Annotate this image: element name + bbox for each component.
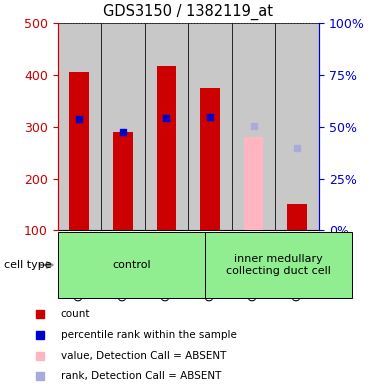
Bar (205, 232, 352, 298)
Bar (200, 88, 220, 230)
Bar (113, 132, 133, 230)
Text: control: control (112, 260, 151, 270)
FancyBboxPatch shape (145, 23, 188, 230)
FancyBboxPatch shape (188, 23, 232, 230)
Text: cell type: cell type (4, 260, 51, 270)
Text: value, Detection Call = ABSENT: value, Detection Call = ABSENT (61, 351, 226, 361)
Text: rank, Detection Call = ABSENT: rank, Detection Call = ABSENT (61, 371, 221, 381)
Bar (58, 232, 205, 298)
Text: count: count (61, 310, 91, 319)
FancyBboxPatch shape (276, 23, 319, 230)
Title: GDS3150 / 1382119_at: GDS3150 / 1382119_at (103, 4, 273, 20)
Bar (157, 66, 176, 230)
Text: percentile rank within the sample: percentile rank within the sample (61, 330, 237, 340)
FancyBboxPatch shape (58, 23, 101, 230)
Bar (288, 204, 307, 230)
Bar (244, 137, 263, 230)
Text: inner medullary
collecting duct cell: inner medullary collecting duct cell (226, 254, 331, 276)
FancyBboxPatch shape (101, 23, 145, 230)
FancyBboxPatch shape (232, 23, 276, 230)
Bar (69, 72, 89, 230)
